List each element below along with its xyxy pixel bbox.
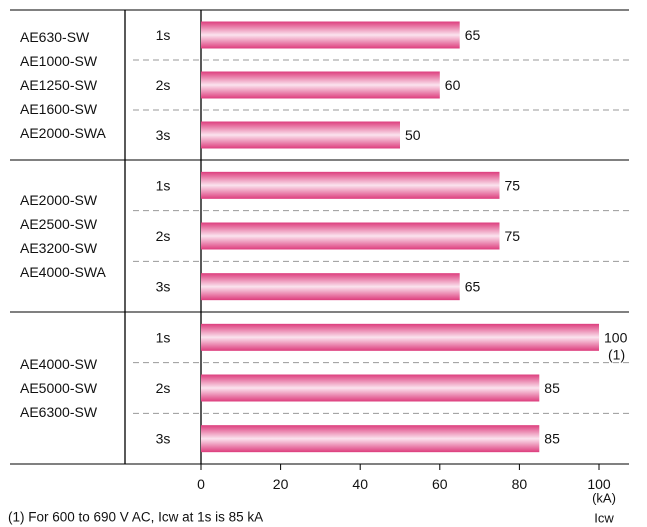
note-label: (1) bbox=[608, 346, 625, 362]
model-label: AE4000-SWA bbox=[20, 264, 107, 280]
value-label: 75 bbox=[505, 228, 521, 244]
value-label: 65 bbox=[465, 27, 481, 43]
model-label: AE4000-SW bbox=[20, 356, 98, 372]
bar bbox=[201, 273, 460, 301]
value-label: 100 bbox=[604, 329, 628, 345]
model-label: AE2000-SW bbox=[20, 192, 98, 208]
x-tick-label: 40 bbox=[352, 476, 368, 492]
duration-label: 2s bbox=[156, 77, 171, 93]
duration-label: 1s bbox=[156, 329, 171, 345]
model-label: AE2500-SW bbox=[20, 216, 98, 232]
duration-label: 1s bbox=[156, 177, 171, 193]
duration-label: 2s bbox=[156, 228, 171, 244]
duration-label: 3s bbox=[156, 127, 171, 143]
x-unit-label: (kA) bbox=[592, 491, 616, 506]
model-label: AE1600-SW bbox=[20, 101, 98, 117]
x-tick-label: 0 bbox=[197, 476, 205, 492]
value-label: 65 bbox=[465, 279, 481, 295]
duration-label: 2s bbox=[156, 380, 171, 396]
bar bbox=[201, 323, 599, 351]
x-tick-label: 100 bbox=[587, 476, 611, 492]
x-tick-label: 80 bbox=[512, 476, 528, 492]
model-label: AE630-SW bbox=[20, 29, 90, 45]
value-label: 85 bbox=[544, 380, 560, 396]
model-label: AE6300-SW bbox=[20, 404, 98, 420]
model-label: AE2000-SWA bbox=[20, 125, 107, 141]
duration-label: 3s bbox=[156, 431, 171, 447]
model-label: AE1000-SW bbox=[20, 53, 98, 69]
duration-label: 3s bbox=[156, 279, 171, 295]
bar bbox=[201, 222, 500, 250]
model-label: AE1250-SW bbox=[20, 77, 98, 93]
x-tick-label: 60 bbox=[432, 476, 448, 492]
value-label: 60 bbox=[445, 77, 461, 93]
model-label: AE5000-SW bbox=[20, 380, 98, 396]
duration-label: 1s bbox=[156, 27, 171, 43]
value-label: 75 bbox=[505, 177, 521, 193]
value-label: 85 bbox=[544, 431, 560, 447]
bar bbox=[201, 171, 500, 199]
bar bbox=[201, 71, 440, 99]
model-label: AE3200-SW bbox=[20, 240, 98, 256]
x-tick-label: 20 bbox=[273, 476, 289, 492]
bar bbox=[201, 374, 540, 402]
bar bbox=[201, 121, 400, 149]
bar bbox=[201, 425, 540, 453]
bar bbox=[201, 21, 460, 49]
value-label: 50 bbox=[405, 127, 421, 143]
footnote: (1) For 600 to 690 V AC, Icw at 1s is 85… bbox=[8, 510, 263, 525]
x-name-label: Icw bbox=[594, 511, 614, 526]
